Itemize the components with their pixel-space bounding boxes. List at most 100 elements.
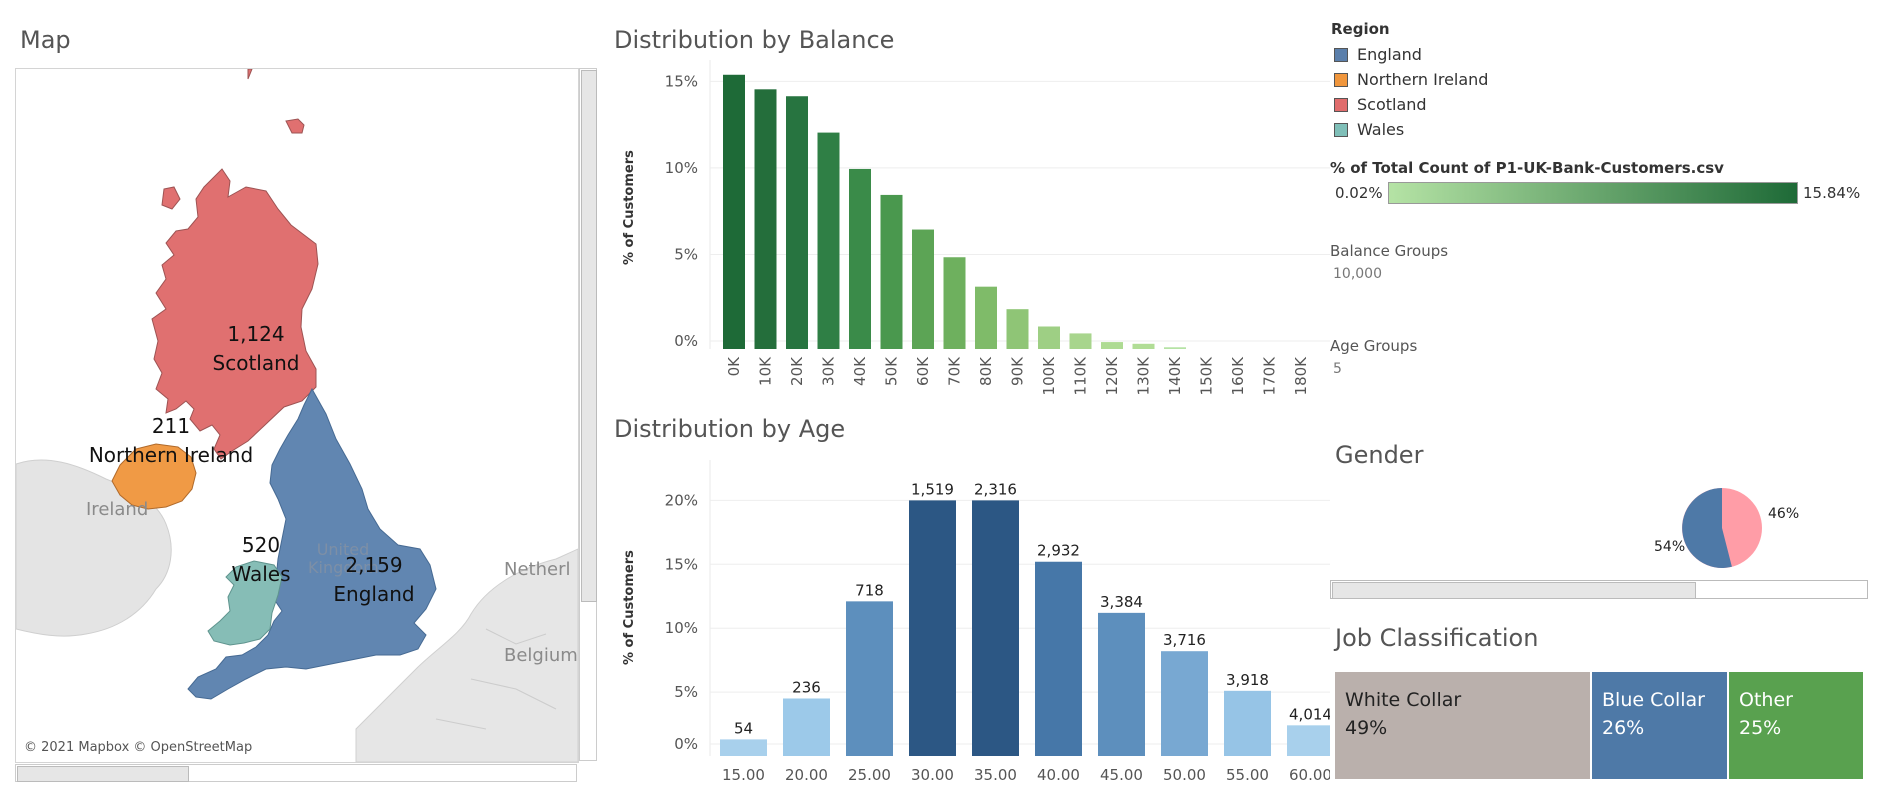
bar-age-30.00[interactable] <box>909 500 956 756</box>
bar-age-15.00[interactable] <box>720 739 767 756</box>
region-name: Scotland <box>212 351 300 375</box>
bar-age-60.00[interactable] <box>1287 725 1330 756</box>
region-name: England <box>333 582 415 606</box>
balance-groups-value[interactable]: 10,000 <box>1333 266 1382 282</box>
gender-title: Gender <box>1335 441 1424 469</box>
bar-balance-0K[interactable] <box>723 74 745 350</box>
bar-balance-130K[interactable] <box>1132 343 1155 349</box>
x-tick-label: 0K <box>725 356 743 377</box>
x-tick-label: 120K <box>1103 356 1121 396</box>
region-legend[interactable]: England Northern Ireland Scotland Wales <box>1334 42 1488 142</box>
pie-label-right: 46% <box>1768 506 1800 522</box>
bar-balance-40K[interactable] <box>849 168 871 349</box>
y-tick-label: 5% <box>674 245 698 263</box>
region-label-scotland[interactable]: 1,124 Scotland <box>201 320 311 378</box>
y-tick-label: 0% <box>674 735 698 753</box>
job-classification-title: Job Classification <box>1335 624 1539 652</box>
treemap-pct: 25% <box>1739 717 1782 739</box>
gender-horizontal-scrollbar[interactable] <box>1330 580 1868 599</box>
legend-label: Scotland <box>1357 95 1427 114</box>
pie-slice-male <box>1682 488 1732 568</box>
balance-bar-chart[interactable]: 0% 5% 10% 15% 0K 10K 20K 30K 40K 50K 60K 70K 80K 90K 1… <box>650 60 1330 420</box>
bar-balance-60K[interactable] <box>912 229 934 349</box>
data-label: 2,932 <box>1037 542 1080 560</box>
legend-item-northern-ireland[interactable]: Northern Ireland <box>1334 67 1488 92</box>
bar-balance-80K[interactable] <box>975 286 997 349</box>
bar-balance-10K[interactable] <box>754 89 777 349</box>
region-label-northern-ireland[interactable]: 211 Northern Ireland <box>66 412 276 470</box>
x-tick-label: 25.00 <box>848 766 891 784</box>
netherlands-label: Netherl <box>504 559 571 580</box>
bar-balance-100K[interactable] <box>1038 326 1060 349</box>
treemap-label: Blue Collar <box>1602 689 1705 711</box>
bar-balance-90K[interactable] <box>1006 309 1029 349</box>
bar-age-20.00[interactable] <box>783 698 830 756</box>
region-legend-title: Region <box>1331 20 1390 38</box>
y-tick-label: 10% <box>665 619 698 637</box>
x-tick-label: 160K <box>1229 356 1247 396</box>
x-tick-label: 100K <box>1040 356 1058 396</box>
region-count: 211 <box>151 414 191 438</box>
legend-swatch <box>1334 47 1348 62</box>
bar-balance-30K[interactable] <box>817 132 840 349</box>
bar-age-25.00[interactable] <box>846 601 893 756</box>
gender-pie-chart[interactable] <box>1680 486 1764 570</box>
map-vertical-scrollbar[interactable] <box>579 68 597 761</box>
bar-age-55.00[interactable] <box>1224 690 1271 756</box>
scrollbar-thumb[interactable] <box>1332 582 1696 599</box>
region-name: Wales <box>231 562 291 586</box>
bar-balance-140K[interactable] <box>1164 347 1186 349</box>
legend-item-scotland[interactable]: Scotland <box>1334 92 1488 117</box>
x-tick-label: 35.00 <box>974 766 1017 784</box>
x-tick-label: 30.00 <box>911 766 954 784</box>
x-tick-label: 150K <box>1198 356 1216 396</box>
legend-item-wales[interactable]: Wales <box>1334 117 1488 142</box>
x-tick-label: 50.00 <box>1163 766 1206 784</box>
map-canvas[interactable] <box>16 69 578 762</box>
bar-age-45.00[interactable] <box>1098 612 1145 756</box>
map-view[interactable]: Ireland United Kingdom Netherl Belgium 1… <box>15 68 579 763</box>
europe-borders <box>435 628 557 730</box>
region-label-england[interactable]: 2,159 England <box>319 551 429 609</box>
ireland-label: Ireland <box>86 499 149 520</box>
data-label: 3,716 <box>1163 631 1206 649</box>
region-count: 520 <box>241 533 281 557</box>
bar-age-50.00[interactable] <box>1161 651 1208 756</box>
data-label: 4,014 <box>1289 705 1330 723</box>
balance-chart-title: Distribution by Balance <box>614 26 895 54</box>
data-label: 1,519 <box>911 480 954 498</box>
scrollbar-thumb[interactable] <box>581 70 597 602</box>
data-label: 236 <box>792 678 821 696</box>
x-tick-label: 140K <box>1166 356 1184 396</box>
bar-age-35.00[interactable] <box>972 500 1019 756</box>
legend-item-england[interactable]: England <box>1334 42 1488 67</box>
data-label: 54 <box>734 719 753 737</box>
x-tick-label: 20.00 <box>785 766 828 784</box>
bar-age-40.00[interactable] <box>1035 561 1082 756</box>
wales-region <box>207 560 283 646</box>
balance-y-axis-label: % of Customers <box>622 150 637 265</box>
gradient-legend-bar <box>1388 182 1798 204</box>
region-label-wales[interactable]: 520 Wales <box>216 531 306 589</box>
bar-balance-20K[interactable] <box>786 96 808 349</box>
age-bar-chart[interactable]: 0% 5% 10% 15% 20% 54 15.00 236 20.00 718 25.00 1,51… <box>650 460 1330 798</box>
treemap-label: Other <box>1739 689 1793 711</box>
x-tick-label: 40K <box>851 356 869 386</box>
map-horizontal-scrollbar[interactable] <box>15 764 577 782</box>
bar-balance-120K[interactable] <box>1101 342 1123 349</box>
bar-balance-110K[interactable] <box>1069 333 1092 349</box>
bar-balance-70K[interactable] <box>943 257 966 349</box>
legend-swatch <box>1334 72 1348 87</box>
y-tick-label: 0% <box>674 332 698 350</box>
bar-balance-50K[interactable] <box>880 194 903 349</box>
data-label: 3,384 <box>1100 593 1143 611</box>
treemap-blue-collar[interactable]: Blue Collar 26% <box>1592 672 1729 779</box>
scrollbar-thumb[interactable] <box>17 766 189 782</box>
y-tick-label: 15% <box>665 72 698 90</box>
x-tick-label: 90K <box>1009 356 1027 386</box>
legend-swatch <box>1334 97 1348 112</box>
age-groups-value[interactable]: 5 <box>1333 361 1342 377</box>
x-tick-label: 55.00 <box>1226 766 1269 784</box>
treemap-other[interactable]: Other 25% <box>1729 672 1863 779</box>
treemap-white-collar[interactable]: White Collar 49% <box>1335 672 1592 779</box>
